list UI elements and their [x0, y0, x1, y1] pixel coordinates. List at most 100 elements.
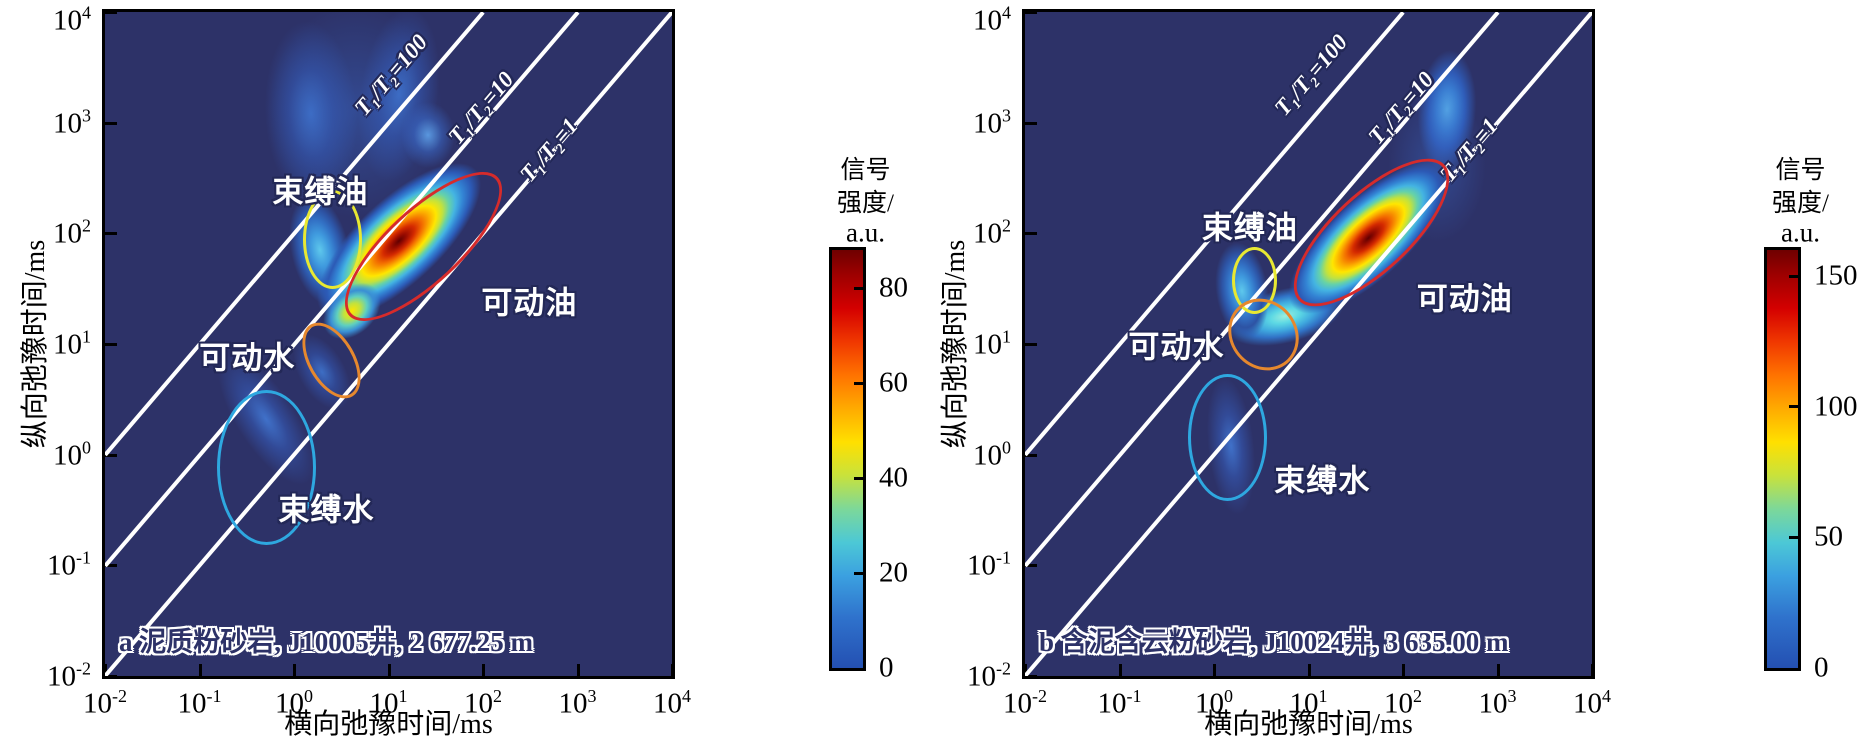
- y-tick-mark: [105, 232, 117, 236]
- x-tick-label: 102: [1384, 686, 1422, 721]
- y-tick-label: 100: [53, 437, 91, 472]
- x-tick-mark: [1213, 664, 1216, 676]
- x-tick-label: 100: [275, 686, 313, 721]
- x-tick-exponent: 2: [1413, 686, 1422, 706]
- x-tick-label: 104: [1573, 686, 1611, 721]
- colorbar-gradient-b: [1767, 250, 1798, 668]
- y-axis-label-a: 纵向弛豫时间/ms: [20, 239, 51, 449]
- x-tick-label: 10-2: [1003, 686, 1047, 721]
- y-tick-exponent: 0: [1002, 437, 1011, 458]
- x-tick-base: 10: [1289, 687, 1319, 720]
- colorbar-tick-label: 0: [1814, 651, 1829, 684]
- colorbar-tick-label: 100: [1814, 390, 1858, 423]
- x-tick-exponent: 3: [587, 686, 597, 706]
- colorbar-title-line: a.u.: [846, 217, 885, 248]
- y-tick-base: 10: [47, 549, 76, 582]
- x-tick-base: 10: [558, 687, 588, 720]
- y-tick-base: 10: [53, 106, 82, 139]
- y-tick-mark: [1025, 453, 1037, 457]
- y-tick-base: 10: [973, 328, 1002, 361]
- y-tick-mark: [105, 675, 117, 676]
- colorbar-tick-label: 150: [1814, 259, 1858, 292]
- y-tick-label: 102: [53, 216, 91, 251]
- x-tick-base: 10: [1478, 687, 1508, 720]
- colorbar-title-line: 信号: [1775, 157, 1826, 184]
- y-tick-mark: [1025, 121, 1037, 125]
- panel-a-plot-area: T₁/T₂=100 T₁/T₂=10 T₁/T₂=1 束缚油 可动水 可动油 束缚水 a 泥质…: [102, 9, 675, 679]
- x-tick-exponent: 2: [493, 686, 502, 706]
- y-tick-base: 10: [53, 438, 82, 471]
- region-label-movable-oil: 可动油: [481, 285, 578, 321]
- x-tick-base: 10: [464, 687, 493, 720]
- y-tick-exponent: 1: [1002, 326, 1011, 347]
- y-tick-exponent: 2: [82, 216, 91, 236]
- colorbar-tick: [854, 476, 863, 480]
- x-tick-label: 103: [1479, 686, 1517, 721]
- x-tick-base: 10: [1573, 687, 1602, 720]
- y-tick-base: 10: [973, 106, 1002, 139]
- x-tick-label: 10-2: [83, 686, 127, 721]
- y-tick-mark: [1025, 12, 1037, 14]
- x-tick-base: 10: [1003, 687, 1032, 720]
- x-tick-mark: [1496, 664, 1500, 676]
- colorbar-a: [829, 247, 866, 671]
- x-tick-label: 101: [370, 686, 408, 721]
- y-tick-label: 102: [973, 216, 1011, 251]
- colorbar-title-line: 信号: [840, 157, 891, 184]
- colorbar-title-line: 强度/: [837, 190, 894, 217]
- colorbar-tick: [1789, 405, 1798, 409]
- y-tick-exponent: 3: [82, 105, 91, 126]
- x-tick-base: 10: [177, 687, 207, 720]
- y-tick-label: 101: [973, 327, 1011, 362]
- y-tick-exponent: -1: [996, 548, 1011, 568]
- colorbar-tick: [854, 381, 863, 385]
- colorbar-tick: [1789, 535, 1798, 539]
- y-tick-base: 10: [53, 217, 82, 250]
- colorbar-gradient-a: [832, 250, 863, 668]
- x-tick-mark: [1118, 664, 1122, 676]
- x-tick-exponent: 4: [682, 686, 691, 706]
- colorbar-title-line: 强度/: [1772, 190, 1829, 217]
- x-tick-base: 10: [83, 687, 112, 720]
- colorbar-tick-label: 60: [879, 366, 908, 399]
- y-tick-mark: [1025, 232, 1037, 236]
- panel-caption-b: b 含泥含云粉砂岩, J10024井, 3 635.00 m: [1039, 627, 1509, 657]
- y-tick-exponent: 4: [1002, 2, 1011, 23]
- x-tick-mark: [293, 664, 296, 676]
- y-tick-label: 10-2: [967, 659, 1011, 694]
- x-tick-label: 104: [653, 686, 691, 721]
- y-tick-label: 103: [973, 105, 1011, 140]
- region-ellipse-bound-oil: [1231, 247, 1277, 315]
- y-tick-mark: [105, 12, 117, 14]
- region-label-bound-oil: 束缚油: [1201, 210, 1298, 246]
- y-tick-mark: [1025, 675, 1037, 676]
- x-tick-mark: [482, 664, 485, 676]
- region-label-bound-water: 束缚水: [278, 492, 375, 528]
- y-tick-label: 10-1: [967, 548, 1011, 583]
- y-tick-base: 10: [53, 4, 82, 37]
- x-tick-label: 10-1: [178, 686, 222, 721]
- x-tick-mark: [576, 664, 580, 676]
- x-tick-label: 101: [1290, 686, 1328, 721]
- panel-caption-a: a 泥质粉砂岩, J10005井, 2 677.25 m: [119, 627, 533, 657]
- y-tick-label: 104: [53, 3, 91, 38]
- y-tick-label: 101: [53, 327, 91, 362]
- y-tick-exponent: 2: [1002, 216, 1011, 236]
- x-tick-mark: [1402, 664, 1405, 676]
- colorbar-tick: [854, 286, 863, 290]
- y-tick-exponent: 1: [82, 326, 91, 347]
- diagonal-line-label-ratio-1: T₁/T₂=1: [515, 113, 583, 187]
- x-tick-mark: [387, 664, 391, 676]
- region-ellipse-bound-oil: [303, 190, 363, 290]
- x-tick-mark: [198, 664, 202, 676]
- region-ellipse-bound-water: [217, 389, 317, 545]
- y-tick-mark: [105, 121, 117, 125]
- x-tick-exponent: 0: [304, 686, 313, 706]
- colorbar-title-line: a.u.: [1781, 217, 1820, 248]
- x-tick-exponent: 4: [1602, 686, 1611, 706]
- colorbar-tick-label: 40: [879, 461, 908, 494]
- y-tick-label: 103: [53, 105, 91, 140]
- y-tick-label: 10-2: [47, 659, 91, 694]
- colorbar-tick-label: 20: [879, 556, 908, 589]
- x-axis-label-b: 横向弛豫时间/ms: [1204, 709, 1413, 740]
